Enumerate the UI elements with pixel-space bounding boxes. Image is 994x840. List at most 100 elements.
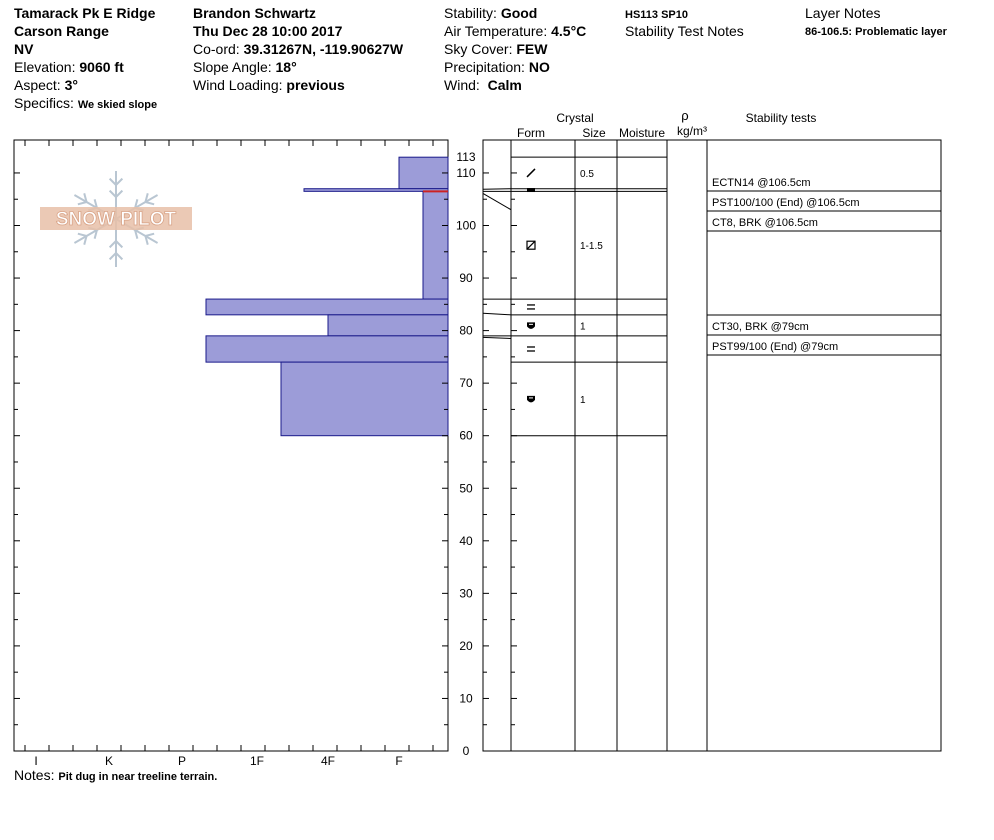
sky-row: Sky Cover: FEW — [444, 40, 547, 58]
snowflake-branch — [144, 193, 149, 203]
hardness-layer — [303, 188, 449, 192]
coord-row: Co-ord: 39.31267N, -119.90627W — [193, 40, 403, 58]
hardness-tick-label: P — [178, 754, 186, 768]
hs-sp-summary: HS113 SP10 — [625, 9, 688, 21]
snowpilot-logo: SNOW PILOT — [40, 171, 192, 267]
hardness-tick-label: 1F — [250, 754, 264, 768]
form-symbol-bar — [527, 188, 535, 193]
stability-label: Stability: — [444, 5, 497, 21]
specifics-row: Specifics: We skied slope — [14, 94, 157, 114]
snowflake-branch — [115, 252, 124, 261]
depth-tick-label: 10 — [459, 691, 473, 705]
depth-tick-label: 100 — [456, 219, 476, 233]
depth-tick-label: 50 — [459, 481, 473, 495]
depth-tick-label: 20 — [459, 639, 473, 653]
notes-row: Notes: Pit dug in near treeline terrain. — [14, 766, 217, 786]
depth-connector — [482, 188, 512, 190]
wind-loading-row: Wind Loading: previous — [193, 76, 345, 94]
depth-axis: 0 10 20 30 40 50 60 70 80 90 100 110 113 — [14, 150, 517, 758]
form-symbol-cup — [527, 322, 535, 329]
depth-tick-label: 110 — [456, 166, 475, 180]
depth-tick-label: 0 — [463, 744, 470, 758]
depth-tick-label: 70 — [459, 376, 473, 390]
size-header: Size — [582, 126, 606, 140]
wind-value: Calm — [487, 77, 522, 93]
snowflake-branch — [108, 177, 117, 186]
stability-test-entry: PST100/100 (End) @106.5cm — [712, 197, 860, 209]
snowflake-branch — [115, 189, 124, 198]
stability-test-notes-title: Stability Test Notes — [625, 23, 744, 39]
wind-loading-value: previous — [286, 77, 345, 93]
hardness-layer — [205, 335, 449, 363]
depth-tick-label: 30 — [459, 586, 473, 600]
aspect-label: Aspect: — [14, 77, 61, 93]
hardness-layer — [327, 314, 449, 337]
stability-test-entry: ECTN14 @106.5cm — [712, 177, 811, 189]
snowflake-branch — [134, 229, 139, 239]
observer-name: Brandon Schwartz — [193, 5, 316, 21]
precip-row: Precipitation: NO — [444, 58, 550, 76]
depth-tick-label: 40 — [459, 534, 473, 548]
snowflake-branch — [134, 199, 139, 209]
snowflake-branch — [93, 229, 98, 239]
snowflake-branch — [108, 240, 117, 249]
air-temp-value: 4.5°C — [551, 23, 587, 39]
stability-test-entry: PST99/100 (End) @79cm — [712, 341, 838, 353]
form-symbol-slash — [526, 168, 536, 178]
form-symbol-square — [526, 240, 536, 250]
hardness-plot-frame — [13, 139, 449, 752]
stability-test-entry: CT30, BRK @79cm — [712, 321, 809, 333]
form-header: Form — [517, 126, 545, 140]
slope-label: Slope Angle: — [193, 59, 272, 75]
hardness-layer — [280, 361, 449, 437]
logo-text: SNOW PILOT — [56, 209, 177, 230]
hardness-layer — [398, 156, 449, 190]
specifics-value: We skied slope — [77, 99, 158, 111]
air-temp-row: Air Temperature: 4.5°C — [444, 22, 586, 40]
air-temp-label: Air Temperature: — [444, 23, 548, 39]
crystal-size: 0.5 — [580, 169, 594, 180]
crystal-table-frame — [482, 139, 942, 752]
layer-notes-title: Layer Notes — [805, 5, 881, 21]
stability-tests-header: Stability tests — [746, 111, 817, 125]
depth-connector — [482, 193, 512, 211]
layer-note: 86-106.5: Problematic layer — [805, 26, 947, 38]
snowflake-branch — [115, 177, 124, 186]
stability-value: Good — [500, 5, 538, 21]
snowflake-branch — [145, 201, 155, 206]
hardness-layer — [205, 298, 449, 316]
observation-datetime: Thu Dec 28 10:00 2017 — [193, 23, 343, 39]
depth-tick-label: 113 — [456, 150, 475, 164]
notes-label: Notes: — [14, 767, 55, 783]
snowflake-branch — [77, 201, 87, 206]
density-unit-header: kg/m³ — [677, 124, 707, 138]
location-name: Tamarack Pk E Ridge — [14, 5, 156, 21]
snowflake-branch — [145, 232, 155, 237]
slope-row: Slope Angle: 18° — [193, 58, 297, 76]
wind-row: Wind: Calm — [444, 76, 522, 94]
depth-tick-label: 80 — [459, 324, 473, 338]
crystal-size: 1-1.5 — [580, 241, 603, 252]
form-symbol-square-diag — [526, 240, 536, 250]
crystal-size: 1 — [580, 321, 586, 332]
snowflake-branch — [93, 199, 98, 209]
depth-tick-label: 60 — [459, 429, 473, 443]
wind-loading-label: Wind Loading: — [193, 77, 283, 93]
rho-header: ρ — [681, 108, 688, 123]
snowflake-branch — [83, 235, 88, 245]
elevation-row: Elevation: 9060 ft — [14, 58, 124, 76]
snowflake-branch — [144, 235, 149, 245]
crystal-header: Crystal — [556, 111, 593, 125]
depth-tick-label: 90 — [459, 271, 473, 285]
hardness-tick-label: K — [105, 754, 113, 768]
hardness-tick-label: I — [34, 754, 37, 768]
form-symbol-cup — [527, 395, 535, 403]
crystal-size: 1 — [580, 395, 586, 406]
sky-value: FEW — [516, 41, 548, 57]
hardness-tick-label: F — [395, 754, 402, 768]
hardness-layer — [422, 190, 449, 300]
crystal-rows: 0.5 1-1.5 1 1 — [482, 156, 667, 437]
aspect-row: Aspect: 3° — [14, 76, 78, 94]
elevation-label: Elevation: — [14, 59, 76, 75]
snowflake-branch — [77, 232, 87, 237]
